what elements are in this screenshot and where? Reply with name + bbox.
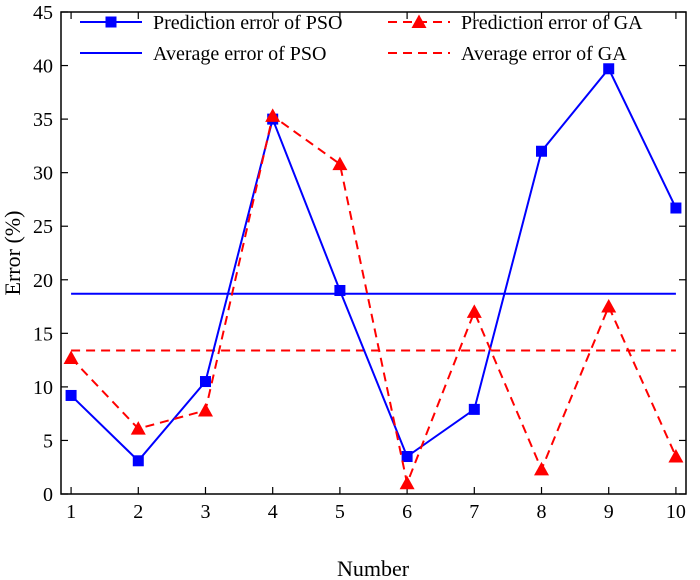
- data-point: [536, 145, 548, 157]
- y-tick-label: 40: [33, 56, 53, 78]
- x-tick-label: 5: [335, 501, 345, 523]
- y-tick-label: 5: [43, 430, 53, 452]
- x-axis-ticks: 1 2 3 4 5 6 7 8 9 10: [66, 12, 686, 523]
- data-point: [401, 451, 413, 463]
- data-point: [399, 475, 415, 490]
- series-line: [70, 66, 677, 463]
- legend-marker: [411, 14, 427, 28]
- data-point: [197, 402, 213, 417]
- x-tick-label: 3: [200, 501, 210, 523]
- series-line: [70, 114, 677, 487]
- legend-label: Prediction error of GA: [461, 12, 643, 34]
- y-axis-ticks: 0 5 10 15 20 25 30 35 40 45: [33, 2, 686, 506]
- x-tick-label: 2: [133, 501, 143, 523]
- data-point: [601, 299, 617, 313]
- x-tick-label: 7: [469, 501, 479, 523]
- data-point: [603, 63, 615, 75]
- legend-marker: [105, 16, 117, 28]
- y-tick-label: 0: [43, 484, 53, 506]
- data-point: [670, 202, 682, 214]
- y-tick-label: 15: [33, 323, 53, 345]
- data-point: [468, 403, 480, 415]
- data-point: [199, 376, 211, 388]
- y-tick-label: 10: [33, 377, 53, 399]
- x-tick-label: 1: [66, 501, 76, 523]
- y-tick-label: 25: [33, 216, 53, 238]
- data-point: [534, 461, 550, 476]
- x-tick-label: 6: [402, 501, 412, 523]
- series-layer: [63, 63, 684, 490]
- y-tick-label: 35: [33, 109, 53, 131]
- y-tick-label: 20: [33, 270, 53, 292]
- legend: Prediction error of PSO Prediction error …: [80, 12, 643, 65]
- y-axis-label: Error (%): [0, 211, 25, 296]
- x-tick-label: 9: [604, 501, 614, 523]
- y-tick-label: 30: [33, 163, 53, 185]
- data-point: [132, 455, 144, 467]
- legend-label: Prediction error of PSO: [153, 12, 342, 34]
- x-tick-label: 10: [666, 501, 686, 523]
- legend-label: Average error of PSO: [153, 43, 326, 65]
- data-point: [332, 156, 348, 171]
- data-point: [466, 304, 482, 318]
- data-point: [265, 108, 281, 122]
- average-lines: [71, 292, 676, 352]
- x-tick-label: 8: [537, 501, 547, 523]
- legend-label: Average error of GA: [461, 43, 627, 65]
- y-tick-label: 45: [33, 2, 53, 24]
- x-tick-label: 4: [268, 501, 278, 523]
- x-axis-label: Number: [337, 556, 410, 580]
- data-point: [63, 350, 79, 364]
- data-point: [334, 284, 346, 296]
- data-point: [668, 449, 684, 463]
- data-point: [130, 421, 146, 435]
- plot-frame: [60, 11, 687, 495]
- data-point: [65, 389, 77, 401]
